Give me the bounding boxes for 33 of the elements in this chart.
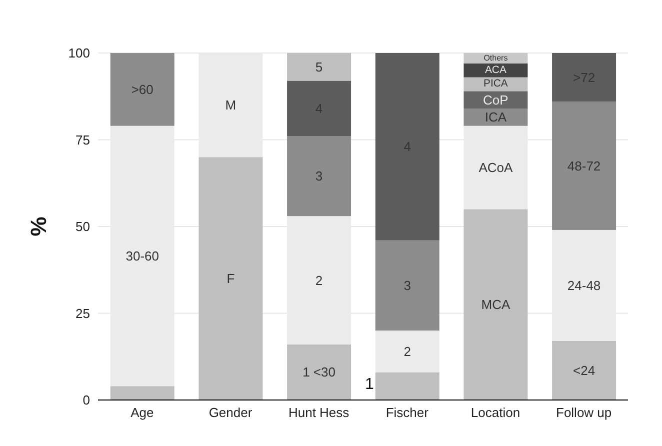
y-tick-label: 100 bbox=[68, 46, 90, 61]
x-tick-label: Location bbox=[470, 405, 520, 420]
x-tick-label: Fischer bbox=[386, 405, 430, 420]
x-tick-label: Age bbox=[130, 405, 154, 420]
x-tick-label: Gender bbox=[208, 405, 253, 420]
series-label: 24-48 bbox=[567, 278, 601, 293]
series-label: CoP bbox=[483, 92, 508, 108]
y-tick-label: 25 bbox=[76, 306, 90, 321]
y-axis-title: % bbox=[26, 216, 51, 236]
series-label: 2 bbox=[404, 344, 411, 359]
series-label: 5 bbox=[315, 59, 323, 74]
series-label: ACoA bbox=[478, 160, 514, 176]
series-label: >60 bbox=[131, 82, 154, 97]
series-label: 3 bbox=[315, 168, 323, 184]
series-label: 48-72 bbox=[567, 158, 601, 174]
series-label: Others bbox=[484, 54, 508, 63]
annotation: 1 bbox=[365, 376, 374, 394]
series-label: PICA bbox=[484, 78, 508, 90]
series-label: 1 <30 bbox=[302, 364, 336, 380]
y-tick-label: 75 bbox=[76, 132, 90, 148]
series-label: 2 bbox=[315, 272, 323, 288]
series-label: 30-60 bbox=[126, 248, 159, 264]
y-tick-label: 50 bbox=[76, 219, 90, 234]
series-label: F bbox=[226, 271, 235, 286]
series-label: ICA bbox=[484, 110, 507, 125]
x-tick-label: Follow up bbox=[556, 405, 612, 420]
y-tick-label: 0 bbox=[82, 392, 90, 408]
series-label: 3 bbox=[404, 278, 411, 293]
x-tick-label: Hunt Hess bbox=[288, 405, 350, 420]
series-label: MCA bbox=[481, 297, 510, 312]
series-label: <24 bbox=[573, 363, 596, 378]
series-label: M bbox=[225, 98, 236, 113]
series-label: ACA bbox=[484, 64, 506, 76]
